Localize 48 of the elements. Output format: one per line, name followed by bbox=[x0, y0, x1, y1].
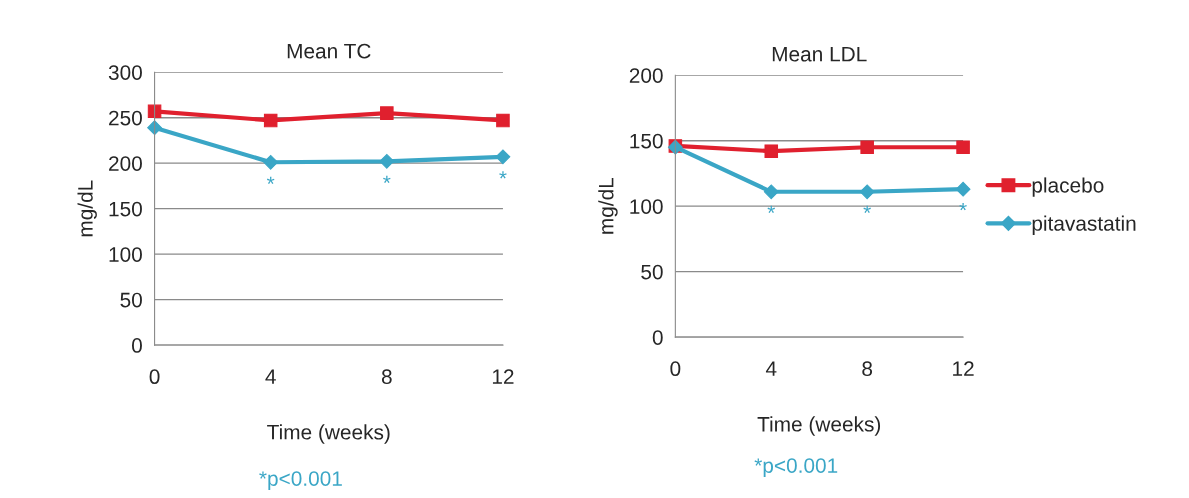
y-tick-label: 50 bbox=[120, 292, 142, 308]
point bbox=[763, 184, 779, 200]
point bbox=[496, 113, 510, 128]
y-tick-label: 100 bbox=[630, 199, 663, 214]
point bbox=[380, 106, 394, 120]
point bbox=[859, 184, 875, 200]
x-tick-label: 0 bbox=[670, 361, 681, 377]
point bbox=[956, 140, 970, 154]
x-tick-label: 12 bbox=[953, 361, 974, 376]
x-tick-label: 12 bbox=[492, 369, 514, 384]
y-tick-label: 50 bbox=[641, 264, 663, 280]
point bbox=[263, 154, 279, 170]
y-tick-label: 150 bbox=[630, 133, 663, 149]
chart-title: Mean TC bbox=[287, 43, 371, 59]
y-tick-label: 200 bbox=[109, 156, 142, 171]
annotation: * bbox=[863, 205, 871, 213]
point bbox=[955, 181, 971, 197]
x-tick-label: 8 bbox=[381, 369, 392, 385]
y-axis-title: mg/dL bbox=[598, 177, 618, 234]
y-tick-label: 250 bbox=[109, 110, 142, 126]
chart-title: Mean LDL bbox=[772, 46, 867, 62]
point bbox=[764, 144, 779, 158]
y-tick-label: 200 bbox=[629, 68, 663, 83]
y-axis-title: mg/dL bbox=[77, 180, 97, 237]
point bbox=[379, 153, 395, 169]
annotation: * bbox=[499, 171, 507, 179]
legend-label: pitavastatin bbox=[1032, 215, 1136, 235]
y-tick-label: 0 bbox=[131, 338, 142, 353]
x-tick-label: 4 bbox=[765, 361, 777, 376]
x-tick-label: 4 bbox=[265, 369, 276, 384]
annotation: * bbox=[266, 176, 275, 184]
x-tick-label: 8 bbox=[862, 361, 873, 377]
y-tick-label: 0 bbox=[652, 330, 663, 345]
x-axis-title: Time (weeks) bbox=[757, 416, 881, 436]
annotation: * bbox=[959, 203, 967, 211]
x-axis-title: Time (weeks) bbox=[267, 424, 390, 444]
text: *p<0.001 bbox=[259, 471, 342, 491]
point bbox=[860, 140, 874, 154]
text: *p<0.001 bbox=[754, 458, 838, 478]
y-tick-label: 100 bbox=[109, 247, 142, 262]
point bbox=[495, 149, 511, 165]
y-tick-label: 150 bbox=[109, 201, 142, 217]
legend-label: placebo bbox=[1032, 177, 1104, 197]
x-tick-label: 0 bbox=[149, 369, 160, 385]
y-tick-label: 300 bbox=[108, 65, 142, 80]
annotation: * bbox=[383, 175, 391, 184]
point bbox=[263, 113, 278, 128]
annotation: * bbox=[767, 205, 775, 213]
